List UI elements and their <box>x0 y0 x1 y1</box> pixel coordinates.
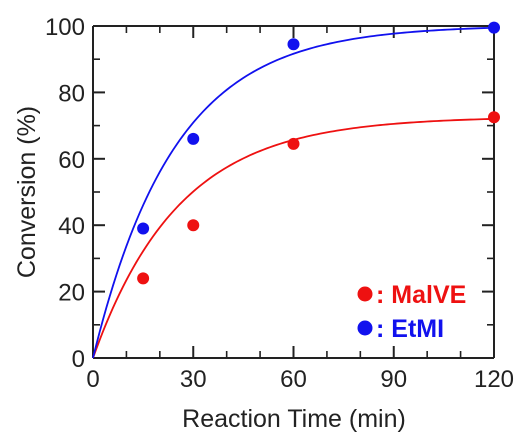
fit-curve-etmi <box>92 26 495 359</box>
x-axis-title: Reaction Time (min) <box>182 405 406 433</box>
legend-label-etmi: : EtMI <box>376 315 444 343</box>
y-tick-label: 60 <box>58 147 85 174</box>
x-tick-label: 120 <box>474 366 514 393</box>
y-tick-label: 100 <box>45 14 85 41</box>
data-point-malve <box>137 272 150 285</box>
legend-item-etmi: : EtMI <box>357 315 444 343</box>
data-point-malve <box>187 219 200 232</box>
legend-marker-malve <box>357 286 373 302</box>
data-point-malve <box>488 111 500 124</box>
y-tick-label: 20 <box>58 280 85 307</box>
data-point-etmi <box>287 38 300 51</box>
data-point-etmi <box>137 222 150 235</box>
axis-tick-labels: 0 30 60 90 120 0 20 40 60 80 100 <box>45 14 514 393</box>
legend-label-malve: : MalVE <box>376 281 466 309</box>
x-tick-label: 60 <box>280 366 307 393</box>
x-tick-label: 90 <box>380 366 407 393</box>
y-tick-label: 0 <box>72 346 85 373</box>
legend: : MalVE : EtMI <box>357 281 466 343</box>
data-point-etmi <box>187 132 200 145</box>
legend-marker-etmi <box>357 320 373 336</box>
legend-item-malve: : MalVE <box>357 281 466 309</box>
x-tick-label: 30 <box>180 366 207 393</box>
data-point-etmi <box>488 21 500 34</box>
y-tick-label: 40 <box>58 213 85 240</box>
x-tick-label: 0 <box>86 366 99 393</box>
data-points <box>137 21 500 285</box>
y-tick-label: 80 <box>58 80 85 107</box>
y-axis-title: Conversion (%) <box>13 106 41 278</box>
data-point-malve <box>287 137 300 150</box>
